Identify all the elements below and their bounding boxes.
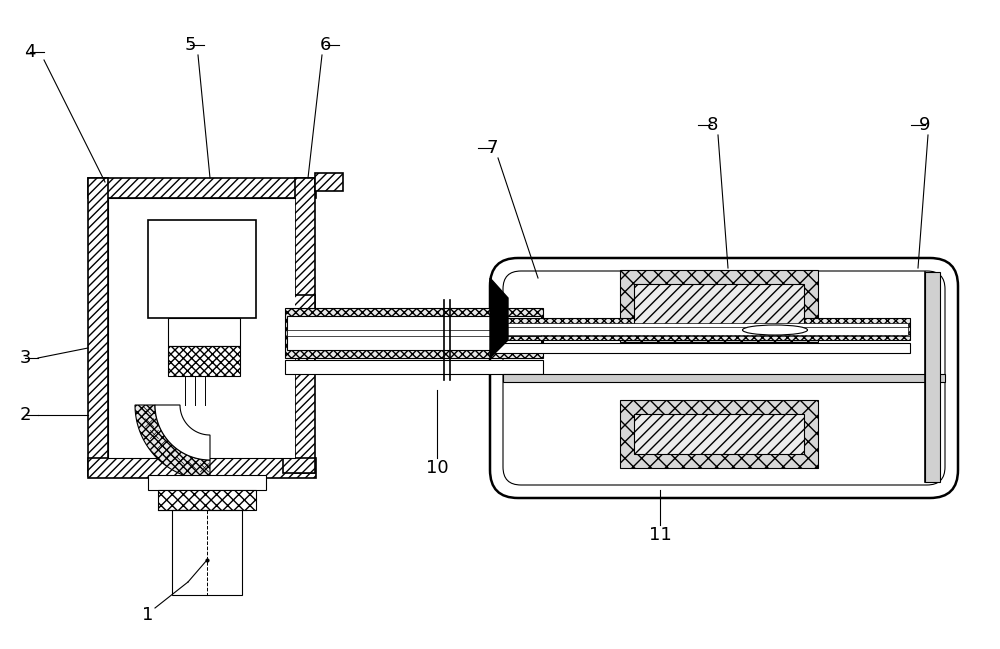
Text: 9: 9 (919, 116, 931, 134)
Bar (620, 400, 818, 468)
Text: 11: 11 (649, 526, 671, 544)
Bar (315, 173, 343, 191)
Text: 7: 7 (486, 139, 498, 157)
Bar (168, 346, 240, 376)
Polygon shape (135, 405, 210, 480)
Bar (285, 360, 543, 374)
Text: 6: 6 (319, 36, 331, 54)
Bar (295, 178, 315, 308)
Text: 5: 5 (184, 36, 196, 54)
Bar (283, 458, 315, 473)
Bar (925, 272, 940, 482)
Text: 10: 10 (426, 459, 448, 477)
Bar (168, 318, 240, 346)
Bar (148, 475, 266, 490)
Text: 3: 3 (19, 349, 31, 367)
Bar (620, 270, 818, 342)
Bar (287, 316, 541, 350)
FancyBboxPatch shape (503, 271, 945, 485)
Text: 1: 1 (142, 606, 154, 624)
Bar (295, 308, 315, 473)
Polygon shape (155, 405, 210, 460)
Bar (634, 284, 804, 328)
Bar (283, 295, 315, 310)
Bar (285, 308, 543, 358)
Bar (287, 330, 541, 336)
Ellipse shape (742, 325, 808, 335)
Bar (88, 178, 316, 198)
Bar (148, 220, 256, 318)
Bar (503, 374, 945, 382)
Bar (108, 198, 295, 458)
Text: 2: 2 (19, 406, 31, 424)
FancyBboxPatch shape (490, 258, 958, 498)
Bar (634, 414, 804, 454)
Bar (490, 318, 910, 340)
Text: 8: 8 (706, 116, 718, 134)
Bar (158, 490, 256, 510)
Bar (490, 343, 910, 353)
Bar (88, 178, 108, 476)
Text: 4: 4 (24, 43, 36, 61)
Polygon shape (490, 278, 508, 358)
Bar (492, 323, 908, 335)
Bar (88, 458, 316, 478)
Bar (172, 510, 242, 595)
